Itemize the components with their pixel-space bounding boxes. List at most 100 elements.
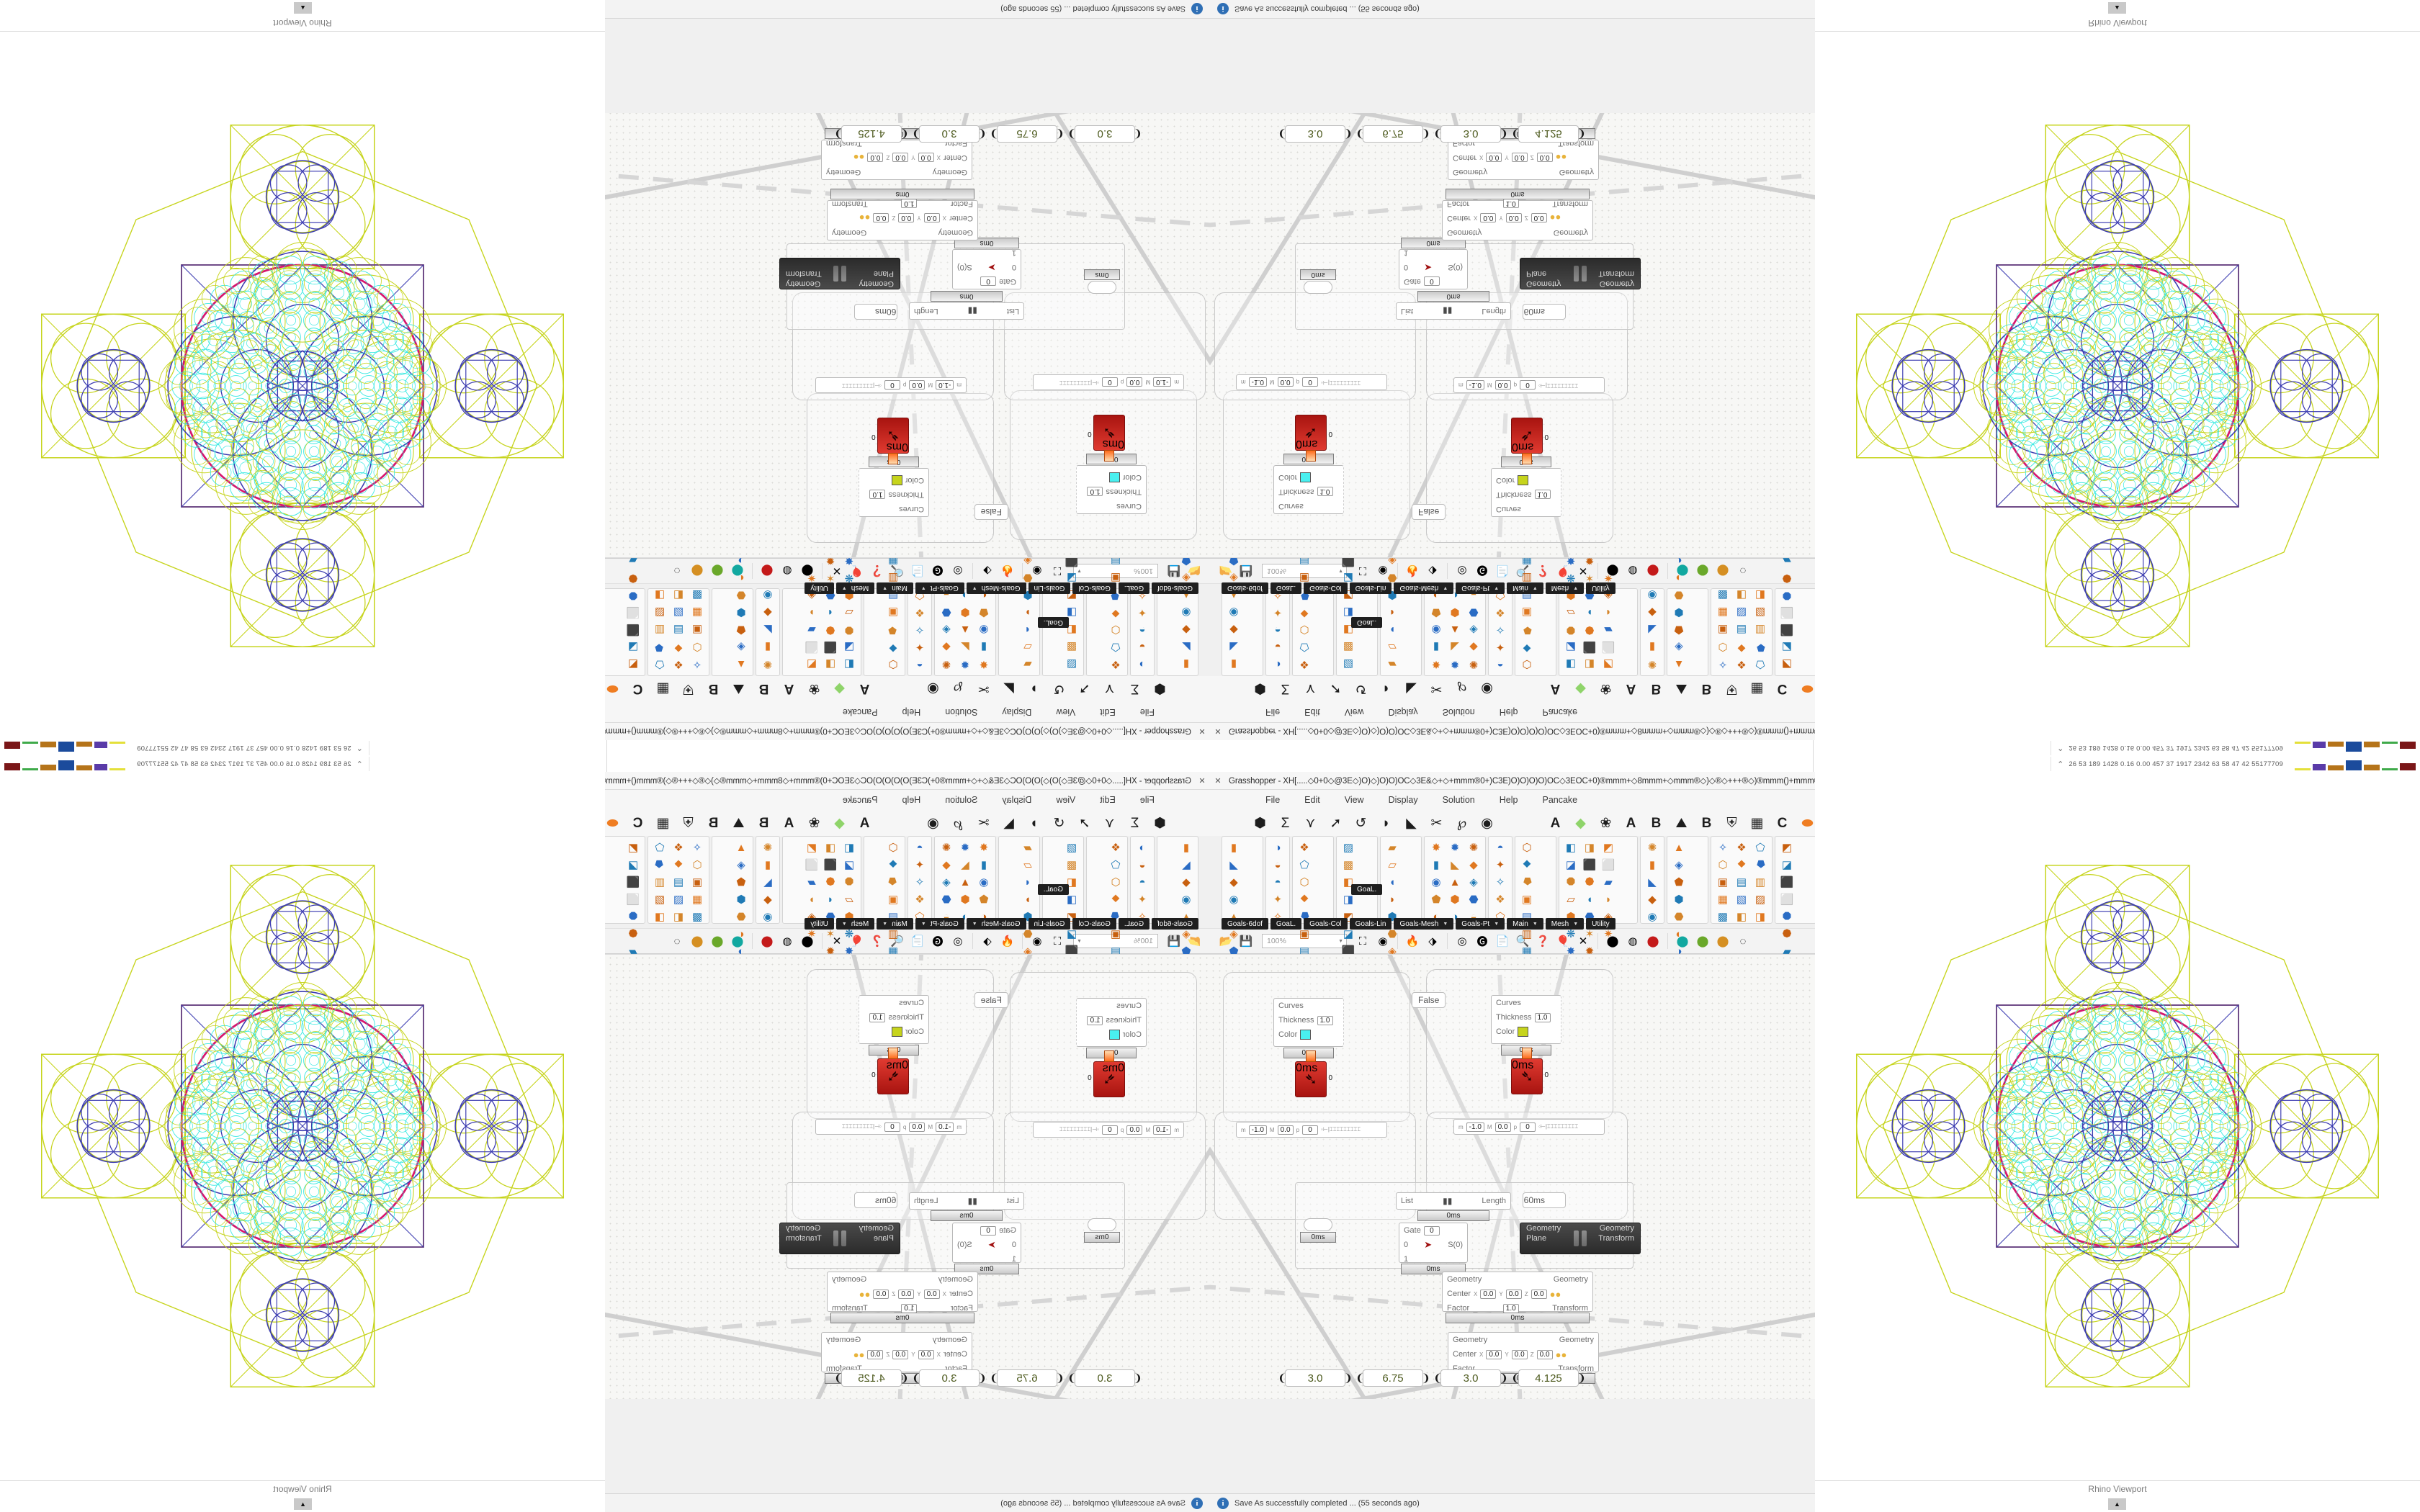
palette-icon[interactable]: ◣ bbox=[1229, 641, 1238, 653]
rhino-viewport[interactable]: Rhino Viewport ▲ bbox=[1815, 772, 2420, 1512]
palette-icon[interactable]: ▮ bbox=[980, 641, 987, 653]
slider-2-right-grip[interactable]: ❩ bbox=[1421, 1372, 1430, 1385]
palette-icon[interactable]: ⬜ bbox=[1601, 641, 1615, 653]
palette-icon[interactable]: ⬣ bbox=[1674, 589, 1684, 601]
palette-icon[interactable]: ⬢ bbox=[960, 606, 970, 618]
chevron-down-icon[interactable]: ▼ bbox=[882, 585, 888, 591]
palette-icon[interactable]: ✧ bbox=[1718, 658, 1728, 670]
sphere-dark-icon[interactable]: ⬤ bbox=[1606, 935, 1619, 948]
palette-icon[interactable]: ▰ bbox=[807, 624, 816, 636]
palette-icon[interactable]: ⬟ bbox=[1431, 606, 1441, 618]
palette-icon[interactable]: ◓ bbox=[916, 658, 923, 671]
menu-solution[interactable]: Solution bbox=[945, 707, 978, 717]
menu-file[interactable]: File bbox=[1265, 707, 1281, 717]
palette-icon[interactable]: ◣ bbox=[1451, 859, 1459, 871]
tab-vector[interactable]: B bbox=[708, 681, 719, 697]
stream-gate-component[interactable]: Gate 0 0 ➤ S(0) 1 0ms bbox=[952, 1223, 1021, 1274]
brain-icon[interactable]: ❀ bbox=[1600, 681, 1612, 697]
slider-4-left-grip[interactable]: ❨ bbox=[1511, 127, 1520, 140]
slider-2-left-grip[interactable]: ❨ bbox=[1055, 127, 1065, 140]
list-length-component[interactable]: List ▮▮ Length 0ms bbox=[909, 1192, 1024, 1221]
menu-display[interactable]: Display bbox=[1002, 707, 1032, 717]
palette-icon[interactable]: ⬜ bbox=[1780, 894, 1794, 906]
palette-icon[interactable]: ⯄ bbox=[826, 876, 835, 888]
dsl-mid[interactable]: 0.0 bbox=[1277, 377, 1294, 387]
save-icon[interactable]: 💾 bbox=[1239, 935, 1253, 948]
slider-4-right-grip[interactable]: ❩ bbox=[834, 127, 843, 140]
palette-icon[interactable]: ◧ bbox=[1565, 658, 1577, 670]
cp-left-thickness-value[interactable]: 1.0 bbox=[1087, 1015, 1103, 1025]
tab-maths[interactable]: A bbox=[784, 681, 794, 697]
palette-icon[interactable]: ◣ bbox=[961, 641, 969, 653]
chevron-down-icon[interactable]: ▼ bbox=[920, 585, 926, 591]
rhino-viewport[interactable]: Rhino Viewport ▲ bbox=[0, 772, 605, 1512]
palette-icon[interactable]: ◗ bbox=[1389, 606, 1396, 619]
palette-tab-goals-mesh[interactable]: Goals-Mesh ▼ bbox=[966, 918, 1026, 930]
palette-icon[interactable]: ❖ bbox=[1299, 842, 1309, 854]
palette-icon[interactable]: ⯂ bbox=[889, 624, 898, 636]
cp-right-thickness-value[interactable]: 1.0 bbox=[1534, 490, 1551, 500]
eye-icon[interactable]: ◉ bbox=[927, 681, 939, 697]
palette-icon[interactable]: ◖ bbox=[827, 893, 834, 906]
palette-icon[interactable]: ▱ bbox=[1388, 641, 1397, 653]
palette-icon[interactable]: ◩ bbox=[627, 658, 639, 670]
blob-icon[interactable]: ◗ bbox=[1029, 815, 1039, 831]
palette-icon[interactable]: ◑ bbox=[1274, 841, 1281, 854]
chevron-down-icon[interactable]: ▼ bbox=[1532, 585, 1538, 591]
palette-icon[interactable]: ⬠ bbox=[655, 658, 665, 670]
transform-component-disabled[interactable]: Geometry Geometry Plane Transform bbox=[779, 1223, 900, 1254]
help-icon[interactable]: ❓ bbox=[1536, 935, 1550, 948]
sa-x[interactable]: 0.0 bbox=[923, 213, 940, 223]
tab-curve[interactable]: C bbox=[1777, 815, 1788, 831]
sb-z[interactable]: 0.0 bbox=[1536, 1349, 1553, 1359]
palette-icon[interactable]: ▮ bbox=[1649, 641, 1656, 653]
sa-y[interactable]: 0.0 bbox=[1505, 213, 1522, 223]
sigma-icon[interactable]: Σ bbox=[1281, 815, 1290, 831]
palette-icon[interactable]: ❖ bbox=[1111, 842, 1121, 854]
menu-display[interactable]: Display bbox=[1002, 795, 1032, 805]
slider-1-right-grip[interactable]: ❩ bbox=[1343, 1372, 1353, 1385]
palette-icon[interactable]: ◑ bbox=[1451, 910, 1458, 923]
arrow-icon[interactable]: ➚ bbox=[1078, 681, 1090, 697]
palette-icon[interactable]: ◉ bbox=[979, 876, 989, 888]
palette-icon[interactable]: ◆ bbox=[763, 606, 772, 618]
slider-3-right-grip[interactable]: ❩ bbox=[1499, 127, 1508, 140]
tab-maths[interactable]: A bbox=[784, 815, 794, 831]
palette-icon[interactable]: ◆ bbox=[942, 641, 951, 653]
heptagon-icon[interactable]: ⬢ bbox=[1254, 681, 1266, 697]
sphere-green-icon[interactable]: ⬤ bbox=[1696, 564, 1709, 577]
profiler-icon[interactable]: ◎ bbox=[1457, 935, 1467, 948]
palette-icon[interactable]: ✺ bbox=[1469, 842, 1479, 854]
palette-icon[interactable]: ✦ bbox=[1273, 894, 1283, 906]
tray-stats[interactable]: ⌃ 26 53 189 1428 0.16 0.00 457 37 1917 2… bbox=[131, 757, 369, 771]
palette-icon[interactable]: ◖ bbox=[1024, 624, 1031, 636]
sb-z[interactable]: 0.0 bbox=[1536, 153, 1553, 163]
palette-icon[interactable]: ◆ bbox=[1229, 876, 1238, 888]
lone-param-node[interactable]: 0ms bbox=[1300, 269, 1336, 294]
bake-icon[interactable]: 🔥 bbox=[1000, 564, 1015, 577]
sa-x[interactable]: 0.0 bbox=[923, 1289, 940, 1299]
palette-icon[interactable]: ▰ bbox=[807, 876, 816, 888]
palette-icon[interactable]: ◩ bbox=[1603, 842, 1614, 854]
wye-icon[interactable]: ⋎ bbox=[1305, 681, 1316, 697]
palette-tab-goals-lin[interactable]: Goals-Lin bbox=[1349, 918, 1392, 930]
palette-icon[interactable]: ▧ bbox=[673, 606, 684, 618]
palette-icon[interactable]: ▦ bbox=[1717, 894, 1729, 906]
cp-right-color-swatch[interactable] bbox=[891, 475, 902, 485]
palette-icon[interactable]: ◈ bbox=[1469, 876, 1478, 888]
wye-icon[interactable]: ⋎ bbox=[1104, 815, 1115, 831]
gate-value[interactable]: 0 bbox=[1423, 276, 1440, 287]
domain-slider-left[interactable]: m -1.0 M 0.0 p 0 ◦⊢|⌶⌶⌶⌶⌶⌶⌶⌶⌶ bbox=[1033, 1122, 1184, 1138]
tab-vector[interactable]: B bbox=[1701, 681, 1712, 697]
error-component-right[interactable]: ➴ 0 0ms bbox=[871, 418, 909, 464]
sphere-orange-icon[interactable]: ⬤ bbox=[1716, 564, 1729, 577]
menu-file[interactable]: File bbox=[1139, 795, 1155, 805]
palette-icon[interactable]: ✹ bbox=[960, 658, 970, 670]
triangle-up-icon[interactable]: ▲ bbox=[293, 1498, 312, 1510]
sphere-teal-icon[interactable]: ⬤ bbox=[1676, 935, 1689, 948]
cp-right-color-swatch[interactable] bbox=[891, 1027, 902, 1037]
gha-icon[interactable]: 🅖 bbox=[932, 564, 944, 577]
cp-left-color-swatch[interactable] bbox=[1300, 1030, 1312, 1040]
palette-tab-goals-pt[interactable]: Goals-Pt ▼ bbox=[1456, 582, 1505, 594]
palette-icon[interactable]: ⬟ bbox=[1431, 894, 1441, 906]
